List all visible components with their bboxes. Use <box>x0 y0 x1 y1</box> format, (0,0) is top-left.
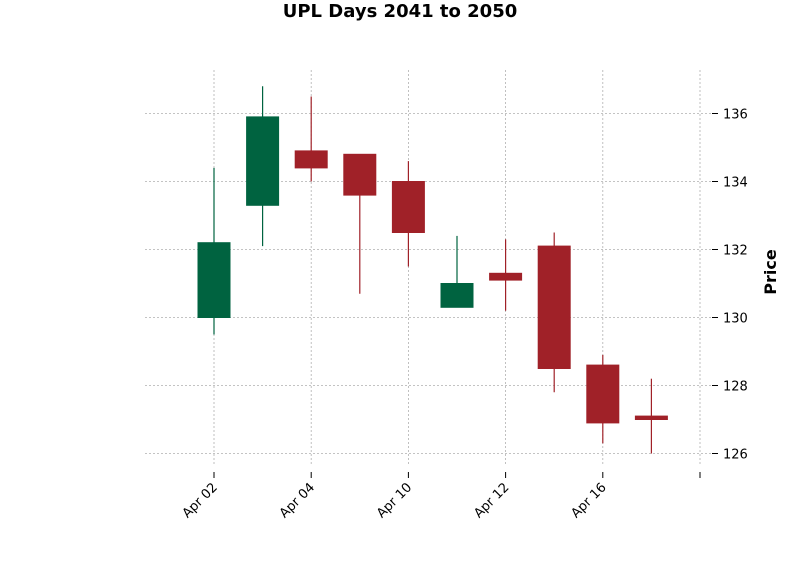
x-tick-label: Apr 16 <box>568 480 609 521</box>
y-tick-label: 128 <box>723 380 748 395</box>
x-tick-label: Apr 10 <box>374 480 415 521</box>
y-tick-label: 134 <box>723 176 748 191</box>
candle <box>294 96 328 182</box>
candle-body <box>343 153 377 196</box>
candle-body <box>586 364 620 424</box>
candle <box>586 354 620 444</box>
candle-body <box>634 415 668 421</box>
x-tick-label: Apr 02 <box>180 480 221 521</box>
candles-layer <box>197 86 668 454</box>
candle-body <box>537 245 571 370</box>
y-axis: 126 128 130 132 134 136 <box>712 108 748 463</box>
y-tick-label: 126 <box>723 448 748 463</box>
candle-body <box>391 181 425 233</box>
x-axis: Apr 02 Apr 04 Apr 10 Apr 12 Apr 16 <box>180 472 701 521</box>
y-axis-label: Price <box>761 249 780 295</box>
x-tick-label: Apr 04 <box>277 480 318 521</box>
candle <box>489 239 523 311</box>
y-tick-label: 130 <box>723 312 748 327</box>
candle-body <box>489 272 523 281</box>
candle-body <box>440 283 474 308</box>
candle-body <box>294 150 328 169</box>
y-tick-label: 132 <box>723 244 748 259</box>
y-tick-label: 136 <box>723 108 748 123</box>
candle-body <box>246 116 280 206</box>
candle-body <box>197 242 231 318</box>
candle <box>634 378 668 454</box>
x-tick-label: Apr 12 <box>471 480 512 521</box>
candle <box>343 153 377 294</box>
candle <box>246 86 280 247</box>
candle <box>440 235 474 308</box>
chart-title: UPL Days 2041 to 2050 <box>283 1 518 22</box>
candle <box>537 232 571 393</box>
candle <box>391 161 425 267</box>
candle <box>197 167 231 335</box>
